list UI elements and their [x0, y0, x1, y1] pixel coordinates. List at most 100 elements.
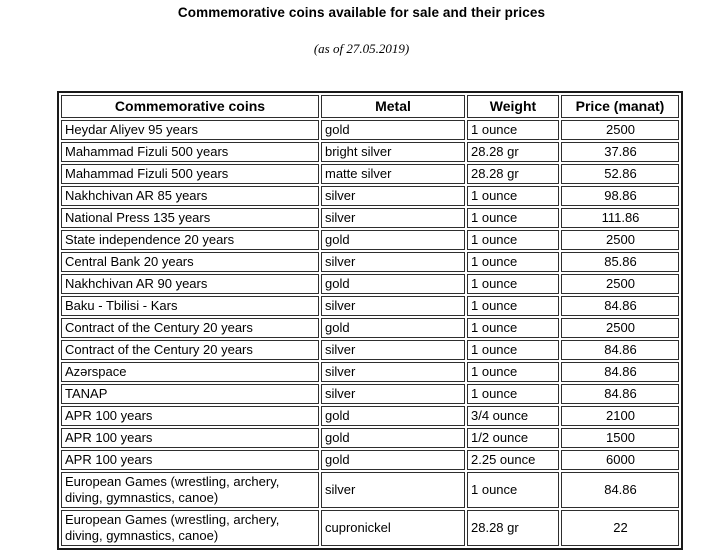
table-row: State independence 20 years gold 1 ounce 25…	[61, 230, 679, 250]
coin-name-cell: Baku - Tbilisi - Kars	[61, 296, 319, 316]
weight-cell: 1 ounce	[467, 186, 559, 206]
weight-cell: 1 ounce	[467, 472, 559, 508]
weight-cell: 1 ounce	[467, 340, 559, 360]
metal-cell: gold	[321, 428, 465, 448]
table-row: Heydar Aliyev 95 years gold 1 ounce 2500	[61, 120, 679, 140]
table-row: Central Bank 20 years silver 1 ounce 85.86	[61, 252, 679, 272]
price-cell: 22	[561, 510, 679, 546]
table-header-row: Commemorative coins Metal Weight Price (…	[61, 95, 679, 118]
column-header-price: Price (manat)	[561, 95, 679, 118]
price-cell: 84.86	[561, 296, 679, 316]
table-row: TANAP silver 1 ounce 84.86	[61, 384, 679, 404]
table-row: Contract of the Century 20 years silver 1 …	[61, 340, 679, 360]
metal-cell: silver	[321, 252, 465, 272]
metal-cell: silver	[321, 208, 465, 228]
metal-cell: gold	[321, 318, 465, 338]
metal-cell: gold	[321, 274, 465, 294]
column-header-metal: Metal	[321, 95, 465, 118]
column-header-weight: Weight	[467, 95, 559, 118]
weight-cell: 1 ounce	[467, 384, 559, 404]
price-cell: 52.86	[561, 164, 679, 184]
price-cell: 2500	[561, 318, 679, 338]
coin-name-cell: Azərspace	[61, 362, 319, 382]
table-row: National Press 135 years silver 1 ounce 111…	[61, 208, 679, 228]
weight-cell: 28.28 gr	[467, 142, 559, 162]
weight-cell: 1/2 ounce	[467, 428, 559, 448]
table-row: Nakhchivan AR 85 years silver 1 ounce 98.86	[61, 186, 679, 206]
metal-cell: matte silver	[321, 164, 465, 184]
weight-cell: 1 ounce	[467, 296, 559, 316]
weight-cell: 1 ounce	[467, 120, 559, 140]
price-cell: 111.86	[561, 208, 679, 228]
table-row: Mahammad Fizuli 500 years bright silver 28…	[61, 142, 679, 162]
coin-name-cell: State independence 20 years	[61, 230, 319, 250]
metal-cell: gold	[321, 450, 465, 470]
page-title: Commemorative coins available for sale a…	[177, 5, 546, 20]
weight-cell: 1 ounce	[467, 208, 559, 228]
price-cell: 84.86	[561, 472, 679, 508]
weight-cell: 3/4 ounce	[467, 406, 559, 426]
table-row: Baku - Tbilisi - Kars silver 1 ounce 84.86	[61, 296, 679, 316]
price-cell: 84.86	[561, 384, 679, 404]
weight-cell: 1 ounce	[467, 274, 559, 294]
weight-cell: 28.28 gr	[467, 510, 559, 546]
coin-name-cell: Nakhchivan AR 85 years	[61, 186, 319, 206]
metal-cell: cupronickel	[321, 510, 465, 546]
coin-name-cell: Nakhchivan AR 90 years	[61, 274, 319, 294]
coin-name-cell: Mahammad Fizuli 500 years	[61, 164, 319, 184]
weight-cell: 28.28 gr	[467, 164, 559, 184]
table-row: European Games (wrestling, archery, divi…	[61, 510, 679, 546]
coin-name-cell: Contract of the Century 20 years	[61, 340, 319, 360]
table-row: APR 100 years gold 1/2 ounce 1500	[61, 428, 679, 448]
price-cell: 37.86	[561, 142, 679, 162]
table-row: Azərspace silver 1 ounce 84.86	[61, 362, 679, 382]
metal-cell: gold	[321, 120, 465, 140]
weight-cell: 1 ounce	[467, 230, 559, 250]
table-row: European Games (wrestling, archery, divi…	[61, 472, 679, 508]
price-cell: 6000	[561, 450, 679, 470]
metal-cell: gold	[321, 230, 465, 250]
price-cell: 2500	[561, 274, 679, 294]
table-row: Mahammad Fizuli 500 years matte silver 28.…	[61, 164, 679, 184]
table-row: Contract of the Century 20 years gold 1 ou…	[61, 318, 679, 338]
coin-name-cell: TANAP	[61, 384, 319, 404]
coin-name-cell: APR 100 years	[61, 406, 319, 426]
metal-cell: silver	[321, 472, 465, 508]
coin-name-cell: European Games (wrestling, archery, divi…	[61, 510, 319, 546]
weight-cell: 1 ounce	[467, 318, 559, 338]
table-row: Nakhchivan AR 90 years gold 1 ounce 2500	[61, 274, 679, 294]
weight-cell: 1 ounce	[467, 252, 559, 272]
metal-cell: silver	[321, 340, 465, 360]
coins-table: Commemorative coins Metal Weight Price (…	[57, 91, 683, 550]
price-cell: 2500	[561, 120, 679, 140]
coin-name-cell: APR 100 years	[61, 428, 319, 448]
coin-name-cell: Central Bank 20 years	[61, 252, 319, 272]
metal-cell: silver	[321, 384, 465, 404]
price-cell: 84.86	[561, 340, 679, 360]
metal-cell: silver	[321, 186, 465, 206]
weight-cell: 2.25 ounce	[467, 450, 559, 470]
weight-cell: 1 ounce	[467, 362, 559, 382]
price-cell: 84.86	[561, 362, 679, 382]
metal-cell: bright silver	[321, 142, 465, 162]
price-cell: 1500	[561, 428, 679, 448]
table-row: APR 100 years gold 3/4 ounce 2100	[61, 406, 679, 426]
coin-name-cell: Mahammad Fizuli 500 years	[61, 142, 319, 162]
coin-name-cell: Heydar Aliyev 95 years	[61, 120, 319, 140]
coins-table-body: Heydar Aliyev 95 years gold 1 ounce 2500 Mah…	[61, 120, 679, 546]
price-cell: 85.86	[561, 252, 679, 272]
coin-name-cell: National Press 135 years	[61, 208, 319, 228]
coin-name-cell: APR 100 years	[61, 450, 319, 470]
metal-cell: gold	[321, 406, 465, 426]
coin-name-cell: Contract of the Century 20 years	[61, 318, 319, 338]
column-header-coins: Commemorative coins	[61, 95, 319, 118]
page-subtitle: (as of 27.05.2019)	[313, 41, 410, 56]
price-cell: 2500	[561, 230, 679, 250]
metal-cell: silver	[321, 296, 465, 316]
table-row: APR 100 years gold 2.25 ounce 6000	[61, 450, 679, 470]
price-cell: 98.86	[561, 186, 679, 206]
price-cell: 2100	[561, 406, 679, 426]
metal-cell: silver	[321, 362, 465, 382]
coin-name-cell: European Games (wrestling, archery, divi…	[61, 472, 319, 508]
